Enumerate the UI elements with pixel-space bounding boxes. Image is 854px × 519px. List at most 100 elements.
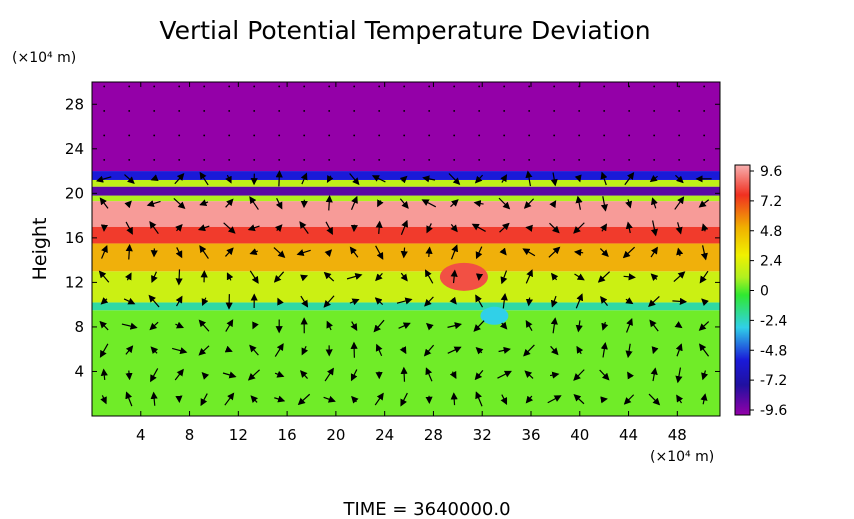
wind-vector-340 [478, 85, 481, 88]
wind-vector-213 [421, 199, 437, 208]
wind-vector-347 [653, 85, 656, 88]
wind-vector-17 [525, 395, 534, 404]
wind-vector-169 [573, 248, 584, 257]
wind-vector-130 [226, 272, 234, 281]
wind-vector-53 [172, 347, 188, 355]
wind-vector-311 [378, 110, 381, 112]
wind-vector-57 [274, 343, 284, 357]
x-tick-label: 44 [619, 426, 638, 444]
wind-vector-81 [252, 321, 259, 330]
field-patch-cool [480, 306, 509, 325]
wind-vector-239 [448, 173, 461, 186]
wind-vector-116 [500, 293, 508, 309]
wind-vector-214 [450, 199, 459, 208]
wind-vector-300 [103, 110, 106, 112]
wind-vector-34 [324, 367, 334, 382]
wind-vector-162 [400, 247, 408, 259]
y-tick-label: 4 [74, 362, 84, 380]
wind-vector-276 [128, 134, 131, 137]
wind-vector-20 [600, 396, 608, 404]
wind-vector-113 [424, 296, 434, 307]
wind-vector-193 [549, 222, 560, 234]
x-tick-label: 24 [375, 426, 394, 444]
wind-vector-274 [703, 159, 706, 161]
wind-vector-138 [424, 269, 434, 284]
wind-vector-133 [300, 274, 309, 282]
wind-vector-131 [249, 270, 259, 284]
wind-vector-139 [450, 269, 458, 284]
wind-vector-121 [625, 297, 634, 305]
wind-vector-174 [700, 245, 708, 261]
wind-vector-69 [576, 345, 584, 355]
wind-vector-331 [253, 85, 256, 88]
y-tick-label: 20 [65, 184, 84, 202]
wind-vector-321 [628, 110, 631, 112]
wind-vector-26 [125, 370, 133, 381]
wind-vector-299 [703, 134, 706, 137]
wind-vector-95 [601, 321, 609, 331]
wind-vector-102 [148, 294, 160, 308]
wind-vector-170 [599, 248, 609, 257]
wind-vector-329 [203, 85, 206, 88]
wind-vector-51 [125, 345, 134, 355]
wind-vector-186 [375, 220, 383, 234]
colorbar-label: -9.6 [760, 403, 787, 419]
wind-vector-171 [622, 246, 636, 259]
y-axis-ticks: 4 8 12 16 20 24 28 [65, 95, 720, 380]
wind-vector-65 [475, 347, 484, 355]
y-tick-label: 8 [74, 318, 84, 336]
wind-vector-255 [228, 159, 231, 161]
wind-vector-334 [328, 85, 331, 88]
wind-vector-216 [498, 197, 511, 210]
wind-vector-342 [528, 85, 531, 88]
wind-vector-159 [324, 249, 333, 257]
wind-vector-91 [499, 321, 508, 330]
colorbar-label: -2.4 [760, 313, 787, 329]
chart-title: Vertial Potential Temperature Deviation [159, 16, 650, 45]
wind-vector-268 [553, 159, 556, 161]
colorbar [734, 164, 751, 416]
wind-vector-145 [597, 271, 611, 283]
x-tick-label: 32 [473, 426, 492, 444]
wind-vector-84 [326, 320, 334, 331]
wind-vector-140 [475, 273, 484, 281]
wind-vector-149 [699, 270, 709, 284]
wind-vector-330 [228, 85, 231, 88]
wind-vector-225 [95, 175, 112, 183]
wind-vector-143 [550, 272, 559, 281]
wind-vector-180 [223, 222, 236, 234]
wind-vector-168 [548, 246, 561, 258]
wind-vector-161 [375, 245, 384, 260]
wind-vector-207 [275, 197, 283, 210]
wind-vector-306 [253, 110, 256, 112]
wind-vector-247 [649, 174, 658, 183]
wind-vector-236 [371, 175, 386, 183]
y-tick-label: 24 [65, 140, 84, 158]
field-band-6 [92, 195, 720, 202]
wind-vector-263 [428, 159, 431, 161]
wind-vector-292 [528, 134, 531, 137]
wind-vector-88 [425, 322, 434, 331]
wind-vector-108 [300, 295, 309, 308]
wind-vector-32 [274, 370, 285, 378]
wind-vector-94 [575, 320, 583, 333]
wind-vector-296 [628, 134, 631, 137]
wind-vector-244 [574, 174, 582, 183]
wind-vector-184 [325, 221, 333, 235]
wind-vector-63 [423, 344, 435, 357]
wind-vector-85 [350, 321, 358, 332]
wind-vector-64 [447, 346, 462, 354]
wind-vectors [95, 85, 712, 407]
wind-vector-109 [323, 295, 335, 308]
wind-vector-47 [650, 367, 658, 382]
wind-vector-142 [525, 269, 533, 284]
wind-vector-261 [378, 159, 381, 161]
wind-vector-230 [225, 174, 232, 184]
wind-vector-146 [623, 273, 636, 281]
wind-vector-309 [328, 110, 331, 112]
wind-vector-275 [103, 134, 106, 137]
wind-vector-22 [648, 393, 661, 406]
wind-vector-338 [428, 85, 431, 88]
wind-vector-141 [500, 270, 508, 285]
wind-vector-297 [653, 134, 656, 137]
